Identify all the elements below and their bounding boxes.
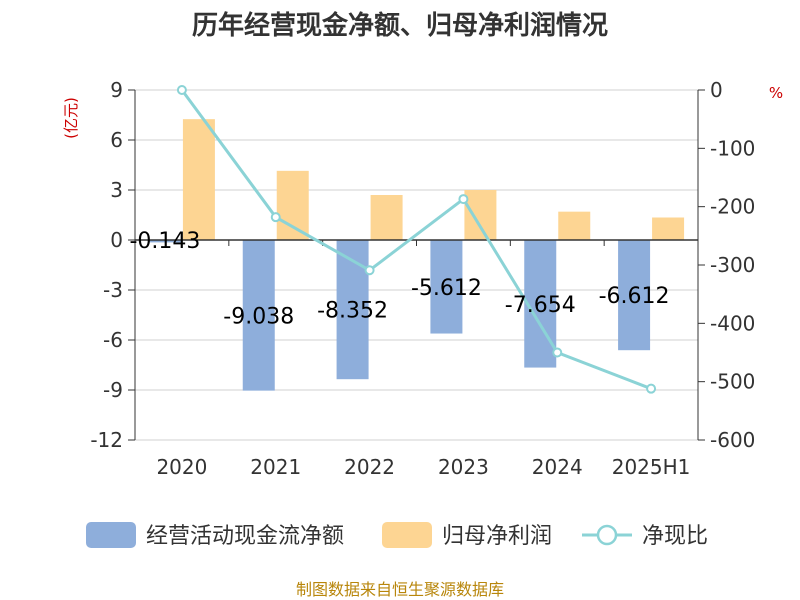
net-profit-bar: [370, 195, 403, 240]
right-tick-label: 0: [710, 78, 723, 102]
left-tick-label: -3: [103, 278, 123, 302]
cash-flow-data-label: -6.612: [599, 284, 670, 309]
cash-flow-data-label: -9.038: [223, 304, 294, 329]
cash-flow-bar: [242, 240, 275, 391]
net-profit-bar: [276, 170, 309, 240]
ratio-point: [176, 85, 187, 95]
left-tick-label: 3: [110, 178, 123, 202]
left-tick-label: 9: [110, 78, 123, 102]
ratio-point: [646, 383, 657, 394]
legend[interactable]: 经营活动现金流净额 归母净利润 净现比: [86, 522, 708, 549]
left-tick-label: -9: [103, 378, 123, 402]
left-tick-label: -6: [103, 328, 123, 352]
category-label: 2022: [344, 455, 395, 479]
ratio-point: [270, 212, 281, 223]
cash-flow-data-label: -7.654: [505, 293, 576, 318]
cash-flow-bar: [524, 240, 557, 368]
cash-flow-bar: [336, 240, 369, 380]
legend-swatch-cash-flow: [86, 522, 136, 548]
right-tick-label: -500: [710, 370, 755, 394]
grid: [135, 89, 698, 441]
ratio-line-path: [180, 89, 652, 391]
ratio-point: [552, 347, 563, 358]
ratio-line: [176, 85, 657, 394]
axes: 9 6 3 0 -3 -6 -9 -12 0 -100 -200 -300 -400 -500 -600 20…: [90, 78, 755, 479]
category-label: 2023: [438, 455, 489, 479]
net-profit-bar: [464, 190, 497, 240]
legend-swatch-ratio-marker: [596, 524, 618, 546]
net-profit-bar: [182, 119, 215, 240]
right-axis-unit: %: [769, 84, 783, 102]
left-tick-label: 6: [110, 128, 123, 152]
right-tick-label: -600: [710, 428, 755, 452]
right-tick-label: -300: [710, 253, 755, 277]
cash-flow-data-label: -8.352: [317, 299, 388, 324]
legend-label-ratio: 净现比: [642, 524, 708, 549]
right-tick-label: -200: [710, 195, 755, 219]
right-tick-label: -100: [710, 136, 755, 160]
cash-flow-bar: [148, 240, 181, 243]
category-label: 2024: [532, 455, 583, 479]
left-tick-label: -12: [90, 428, 123, 452]
legend-label-cash-flow: 经营活动现金流净额: [146, 524, 344, 549]
cash-flow-data-label: -5.612: [411, 276, 482, 301]
net-profit-bar: [652, 217, 685, 240]
cash-flow-data-label: -0.143: [129, 229, 200, 254]
right-tick-label: -400: [710, 311, 755, 335]
source-note: 制图数据来自恒生聚源数据库: [296, 580, 504, 599]
category-label: 2025H1: [612, 455, 691, 479]
left-axis-unit: (亿元): [62, 97, 80, 139]
cash-flow-bar: [618, 240, 651, 351]
cash-flow-bar: [430, 240, 463, 334]
ratio-point: [458, 194, 469, 205]
ratio-point: [364, 265, 375, 276]
category-label: 2020: [156, 455, 207, 479]
left-tick-label: 0: [110, 228, 123, 252]
category-label: 2021: [250, 455, 301, 479]
legend-swatch-net-profit: [382, 522, 432, 548]
data-labels: -0.143 -9.038 -8.352 -5.612 -7.654 -6.612: [129, 229, 669, 329]
bars: [148, 119, 685, 391]
net-profit-bar: [558, 211, 591, 240]
legend-label-net-profit: 归母净利润: [442, 524, 552, 549]
chart-title: 历年经营现金净额、归母净利润情况: [192, 10, 608, 41]
